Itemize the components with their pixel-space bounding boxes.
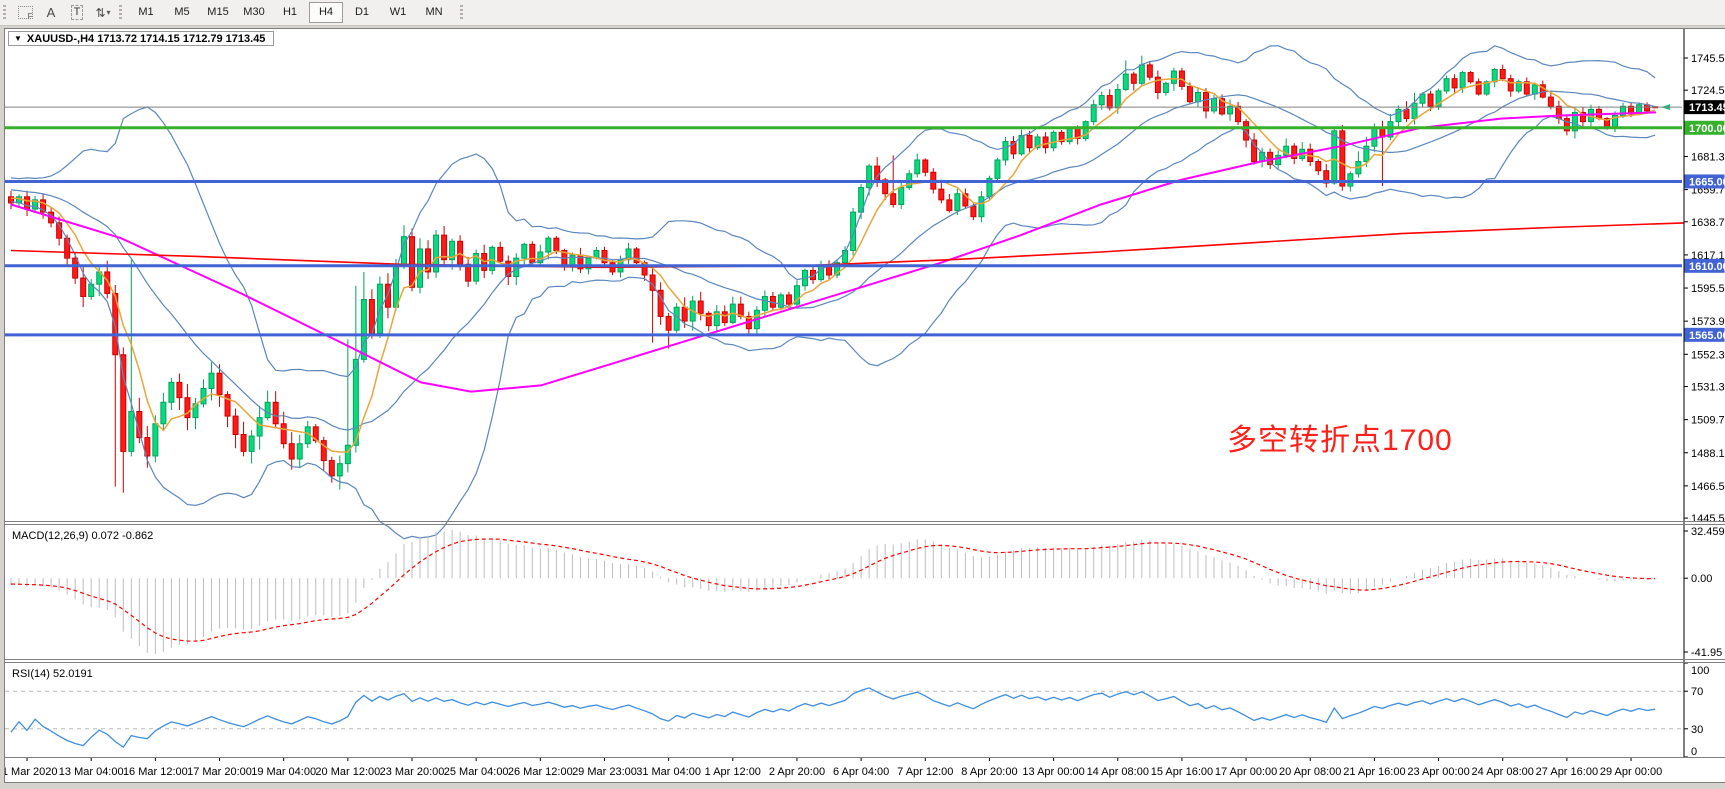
timeframe-button-M15[interactable]: M15 — [207, 6, 229, 18]
svg-text:1681.30: 1681.30 — [1691, 151, 1725, 163]
svg-text:30: 30 — [1691, 724, 1703, 736]
svg-text:1531.30: 1531.30 — [1691, 381, 1725, 393]
svg-text:1445.50: 1445.50 — [1691, 513, 1725, 525]
svg-text:1724.50: 1724.50 — [1691, 85, 1725, 97]
svg-text:7 Apr 12:00: 7 Apr 12:00 — [897, 766, 953, 778]
svg-text:14 Apr 08:00: 14 Apr 08:00 — [1087, 766, 1149, 778]
svg-text:2 Apr 20:00: 2 Apr 20:00 — [769, 766, 825, 778]
price-axis: 1745.501724.501681.301659.701638.701617.… — [1683, 29, 1725, 757]
ma-red-line — [10, 222, 1685, 269]
svg-text:31 Mar 04:00: 31 Mar 04:00 — [636, 766, 701, 778]
timeframe-button-W1[interactable]: W1 — [389, 6, 407, 18]
svg-text:13 Mar 04:00: 13 Mar 04:00 — [59, 766, 124, 778]
svg-text:15 Apr 16:00: 15 Apr 16:00 — [1151, 766, 1213, 778]
rsi-label: RSI(14) 52.0191 — [12, 668, 93, 680]
chevron-down-icon[interactable]: ▼ — [14, 34, 22, 43]
svg-text:1509.70: 1509.70 — [1691, 415, 1725, 427]
svg-text:1595.50: 1595.50 — [1691, 283, 1725, 295]
svg-text:1745.50: 1745.50 — [1691, 53, 1725, 65]
macd-signal-line — [10, 538, 1656, 642]
svg-text:0: 0 — [1691, 746, 1697, 758]
svg-text:27 Apr 16:00: 27 Apr 16:00 — [1536, 766, 1598, 778]
text-label-icon[interactable]: T — [64, 3, 90, 23]
rsi-line — [10, 687, 1656, 749]
swap-arrows-icon[interactable]: ⇅ ▾ — [95, 5, 111, 20]
macd-label: MACD(12,26,9) 0.072 -0.862 — [12, 530, 154, 542]
timeframe-button-H1[interactable]: H1 — [282, 6, 298, 18]
svg-text:1617.10: 1617.10 — [1691, 250, 1725, 262]
svg-text:1713.45: 1713.45 — [1689, 102, 1725, 114]
svg-text:8 Apr 20:00: 8 Apr 20:00 — [961, 766, 1017, 778]
svg-text:24 Apr 08:00: 24 Apr 08:00 — [1472, 766, 1534, 778]
svg-text:1565.00: 1565.00 — [1689, 330, 1725, 342]
svg-text:26 Mar 12:00: 26 Mar 12:00 — [508, 766, 573, 778]
svg-text:1610.00: 1610.00 — [1689, 261, 1725, 273]
level-lines-layer[interactable] — [5, 106, 1682, 337]
svg-text:29 Mar 23:00: 29 Mar 23:00 — [572, 766, 637, 778]
svg-text:6 Apr 04:00: 6 Apr 04:00 — [833, 766, 889, 778]
main-chart-layer — [8, 45, 1685, 540]
svg-text:20 Apr 08:00: 20 Apr 08:00 — [1279, 766, 1341, 778]
timeframe-button-H4[interactable]: H4 — [309, 2, 343, 23]
svg-text:70: 70 — [1691, 686, 1703, 698]
svg-text:17 Mar 20:00: 17 Mar 20:00 — [187, 766, 252, 778]
macd-panel: 32.459 0.00 -41.95 — [10, 526, 1725, 659]
svg-text:1488.10: 1488.10 — [1691, 448, 1725, 460]
svg-text:1665.00: 1665.00 — [1689, 176, 1725, 188]
toolbar-grip-3[interactable] — [460, 4, 463, 21]
timeframe-button-M30[interactable]: M30 — [243, 6, 265, 18]
svg-text:29 Apr 00:00: 29 Apr 00:00 — [1600, 766, 1662, 778]
svg-text:1466.50: 1466.50 — [1691, 481, 1725, 493]
rsi-panel: 100 70 30 0 — [5, 662, 1709, 758]
timeframe-bar: M1 M5 M15 M30 H1 H4 D1 W1 MN — [128, 2, 452, 23]
toolbar-grip-2[interactable] — [119, 4, 122, 21]
grid-f-box: F — [17, 6, 33, 21]
bollinger-lower-line — [10, 115, 1656, 540]
timeframe-button-M1[interactable]: M1 — [138, 6, 154, 18]
svg-text:1638.70: 1638.70 — [1691, 217, 1725, 229]
bollinger-middle-line — [10, 90, 1656, 431]
toolbar: F A T ⇅ ▾ M1 M5 M15 M30 H1 H4 D1 W1 MN — [0, 0, 1725, 26]
svg-text:23 Apr 00:00: 23 Apr 00:00 — [1407, 766, 1469, 778]
ma-orange-line — [10, 77, 1656, 453]
svg-text:-41.95: -41.95 — [1691, 647, 1722, 659]
timeframe-button-D1[interactable]: D1 — [354, 6, 370, 18]
svg-text:13 Apr 00:00: 13 Apr 00:00 — [1022, 766, 1084, 778]
dropdown-caret-icon: ▾ — [106, 8, 111, 17]
svg-text:17 Apr 00:00: 17 Apr 00:00 — [1215, 766, 1277, 778]
svg-text:23 Mar 20:00: 23 Mar 20:00 — [380, 766, 445, 778]
svg-text:0.00: 0.00 — [1691, 573, 1712, 585]
svg-text:1552.30: 1552.30 — [1691, 349, 1725, 361]
svg-text:25 Mar 04:00: 25 Mar 04:00 — [444, 766, 509, 778]
svg-text:100: 100 — [1691, 665, 1709, 677]
svg-text:16 Mar 12:00: 16 Mar 12:00 — [123, 766, 188, 778]
bollinger-upper-line — [10, 45, 1656, 378]
grid-f-icon[interactable]: F — [12, 3, 38, 23]
svg-text:1573.90: 1573.90 — [1691, 316, 1725, 328]
timeframe-button-M5[interactable]: M5 — [174, 6, 190, 18]
chart-canvas[interactable]: 1745.501724.501681.301659.701638.701617.… — [5, 29, 1725, 782]
symbol-ohlc-text: XAUUSD-,H4 1713.72 1714.15 1712.79 1713.… — [26, 32, 266, 45]
svg-text:20 Mar 12:00: 20 Mar 12:00 — [315, 766, 380, 778]
svg-text:19 Mar 04:00: 19 Mar 04:00 — [251, 766, 316, 778]
font-a-icon[interactable]: A — [46, 5, 56, 20]
svg-text:32.459: 32.459 — [1691, 526, 1725, 538]
svg-text:1700.00: 1700.00 — [1689, 123, 1725, 135]
ma-magenta-line — [10, 111, 1657, 393]
svg-text:1 Apr 12:00: 1 Apr 12:00 — [705, 766, 761, 778]
symbol-ohlc-label[interactable]: ▼ XAUUSD-,H4 1713.72 1714.15 1712.79 171… — [8, 31, 275, 46]
svg-text:11 Mar 2020: 11 Mar 2020 — [5, 766, 58, 778]
chart-annotation-text: 多空转折点1700 — [1227, 424, 1453, 457]
timeframe-button-MN[interactable]: MN — [425, 6, 443, 18]
chart-window[interactable]: 1745.501724.501681.301659.701638.701617.… — [4, 28, 1725, 783]
svg-text:21 Apr 16:00: 21 Apr 16:00 — [1343, 766, 1405, 778]
toolbar-grip[interactable] — [3, 4, 6, 21]
